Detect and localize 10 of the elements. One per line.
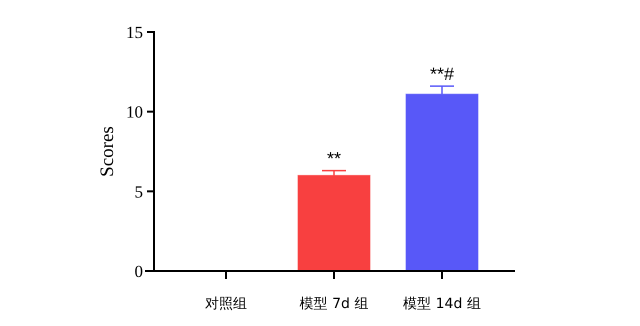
x-tick-label: 模型 14d 组 <box>403 296 481 312</box>
y-tick-label: 5 <box>134 182 143 202</box>
x-tick-label: 模型 7d 组 <box>300 296 368 312</box>
x-tick-label: 对照组 <box>205 296 247 312</box>
y-tick-label: 15 <box>126 23 143 42</box>
y-tick-label: 10 <box>126 102 143 122</box>
y-axis-title: Scores <box>97 126 118 177</box>
annotation: ** <box>326 148 342 169</box>
y-tick-label: 0 <box>134 262 143 281</box>
annotation: **# <box>430 64 454 84</box>
